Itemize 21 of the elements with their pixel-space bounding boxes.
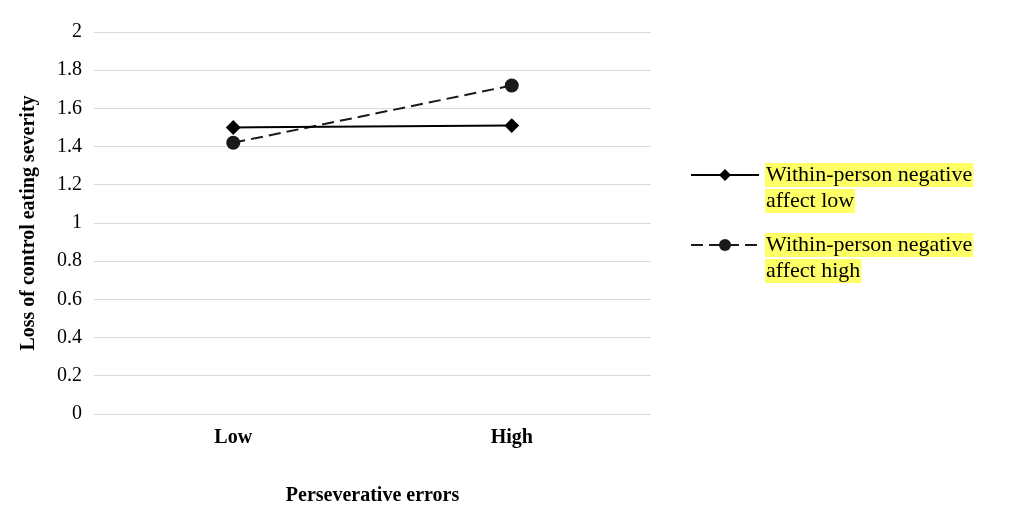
point	[504, 78, 519, 93]
legend-label: Within-person negative affect high	[766, 230, 973, 282]
point	[226, 120, 241, 135]
y-tick-label: 2	[72, 19, 82, 42]
x-tick-label: Low	[214, 425, 253, 448]
y-tick-label: 0	[72, 401, 82, 424]
y-tick-label: 1.4	[57, 133, 82, 156]
point	[504, 118, 519, 133]
y-tick-label: 0.2	[57, 363, 82, 386]
y-axis-title: Loss of control eating severity	[16, 95, 40, 351]
x-axis-title: Perseverative errors	[285, 483, 460, 506]
legend-label: Within-person negative affect low	[766, 160, 973, 212]
point	[226, 135, 241, 150]
y-tick-label: 0.4	[57, 324, 82, 347]
y-tick-label: 1	[72, 210, 82, 233]
x-tick-label: High	[490, 425, 533, 449]
y-tick-label: 1.2	[57, 172, 82, 195]
y-tick-label: 0.6	[57, 286, 82, 309]
y-tick-label: 1.8	[57, 57, 82, 80]
y-tick-label: 1.6	[57, 95, 82, 118]
y-tick-label: 0.8	[57, 248, 82, 271]
